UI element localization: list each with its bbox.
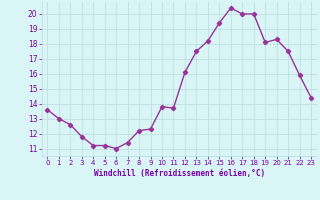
X-axis label: Windchill (Refroidissement éolien,°C): Windchill (Refroidissement éolien,°C) xyxy=(94,169,265,178)
